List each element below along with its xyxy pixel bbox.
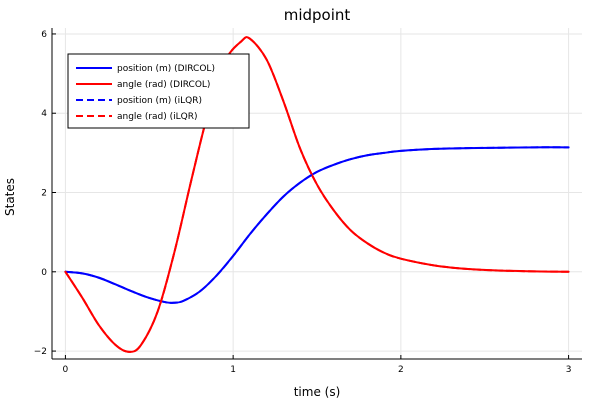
y-tick-label: 6 <box>41 30 47 40</box>
y-tick-label: 0 <box>41 268 47 278</box>
legend-label-2: angle (rad) (DIRCOL) <box>117 80 210 90</box>
axes <box>51 28 582 360</box>
y-tick-labels: −2 0 2 4 6 <box>34 30 48 357</box>
legend-label-3: position (m) (iLQR) <box>117 96 202 106</box>
x-tick-label: 0 <box>63 365 69 375</box>
y-tick-label: 4 <box>41 109 47 119</box>
x-tick-label: 2 <box>398 365 404 375</box>
series-line-4 <box>64 36 570 353</box>
y-tick-label: 2 <box>41 189 47 199</box>
x-tick-label: 3 <box>566 365 572 375</box>
x-tick-label: 1 <box>230 365 236 375</box>
y-grid <box>52 33 582 352</box>
y-axis-label: States <box>3 178 17 216</box>
series-line-1 <box>64 146 570 304</box>
chart-title: midpoint <box>284 6 351 24</box>
series-line-3 <box>64 146 570 304</box>
legend-label-4: angle (rad) (iLQR) <box>117 112 198 122</box>
x-tick-labels: 0 1 2 3 <box>63 365 572 375</box>
series-lines <box>64 36 570 353</box>
x-axis-label: time (s) <box>294 385 341 399</box>
legend: position (m) (DIRCOL) angle (rad) (DIRCOL… <box>67 53 250 129</box>
y-tick-label: −2 <box>34 347 47 357</box>
legend-label-1: position (m) (DIRCOL) <box>117 64 215 74</box>
